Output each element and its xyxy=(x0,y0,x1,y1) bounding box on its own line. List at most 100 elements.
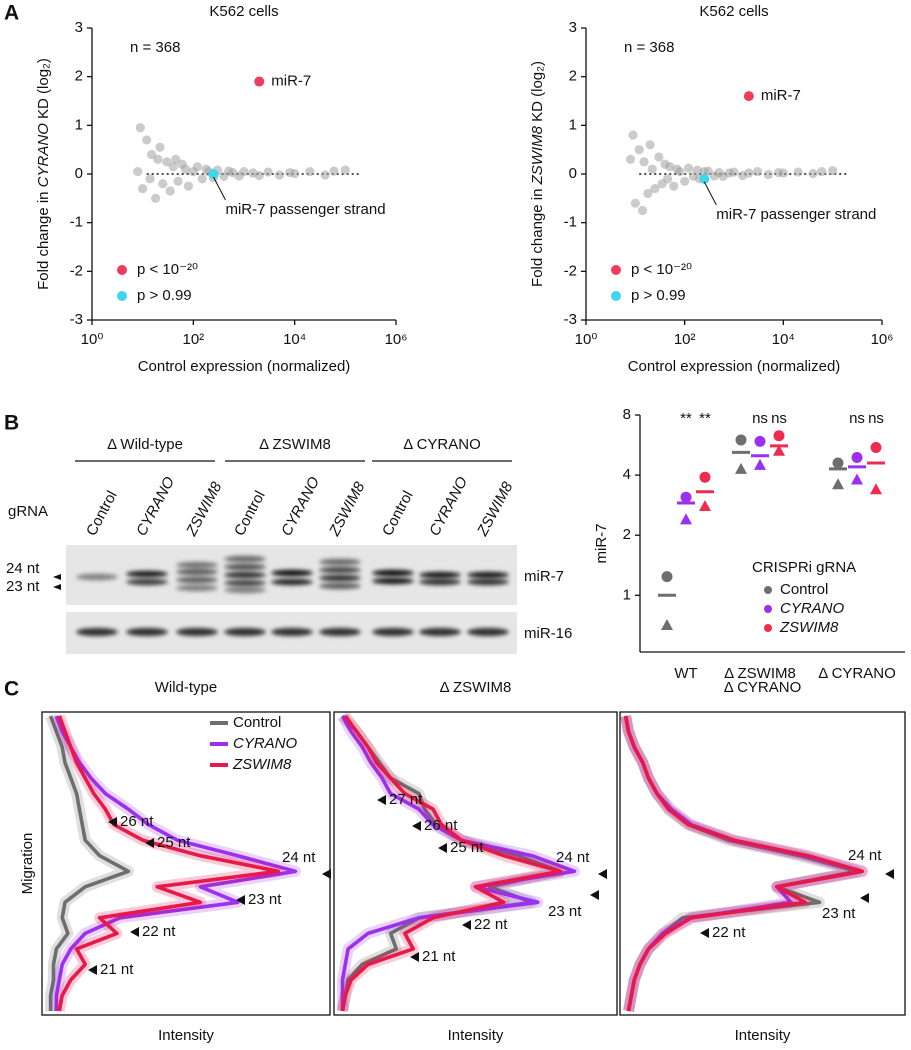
band-label: 23 nt xyxy=(248,891,282,908)
legend-swatch xyxy=(764,605,772,613)
gel-band xyxy=(176,584,218,592)
band-arrow xyxy=(412,821,421,831)
point xyxy=(808,168,818,179)
legend-swatch xyxy=(764,586,772,594)
point xyxy=(630,198,640,208)
point xyxy=(662,174,673,184)
point xyxy=(683,163,694,173)
legend-label: Control xyxy=(233,714,281,731)
point xyxy=(239,166,249,177)
gel-band xyxy=(319,558,361,566)
significance-label: ** xyxy=(680,410,692,427)
y-axis-label: Fold change in CYRANO KD (log₂) xyxy=(35,58,52,290)
point xyxy=(703,166,713,176)
band-label: 27 nt xyxy=(389,791,423,808)
point xyxy=(151,193,161,203)
gel-band xyxy=(372,569,414,577)
trace-line xyxy=(340,714,563,1012)
x-tick-label: 10² xyxy=(182,331,204,348)
band-arrow xyxy=(885,869,894,879)
gel-band xyxy=(76,628,118,636)
replicate-point xyxy=(680,513,692,525)
legend-label: CYRANO xyxy=(233,735,298,752)
band-label: 21 nt xyxy=(422,948,456,965)
gel-band xyxy=(224,586,266,594)
gel-band xyxy=(319,582,361,590)
band-arrow xyxy=(700,928,709,938)
band-label: 24 nt xyxy=(848,847,882,864)
panel-label: A xyxy=(4,2,19,25)
band-label: 26 nt xyxy=(424,817,458,834)
legend-label: p < 10⁻²⁰ xyxy=(631,261,692,278)
y-axis-label-part: KD (log₂) xyxy=(35,58,52,123)
band-label: 23 nt xyxy=(548,903,582,920)
legend-swatch xyxy=(117,265,127,275)
highlight-point xyxy=(699,173,710,184)
y-tick-label: -3 xyxy=(564,311,577,328)
gel-band xyxy=(224,555,266,563)
gel-band xyxy=(126,628,168,636)
gel-band xyxy=(271,578,313,586)
y-axis-label: miR-7 xyxy=(593,524,610,564)
gel-band xyxy=(224,628,266,636)
point xyxy=(692,165,702,175)
gel-band xyxy=(372,577,414,585)
gel-band xyxy=(176,628,218,636)
band-arrow xyxy=(860,893,869,903)
point xyxy=(180,164,191,174)
gel-band xyxy=(319,574,361,582)
gel-band xyxy=(76,573,118,581)
point xyxy=(274,170,285,180)
point xyxy=(675,166,685,177)
point xyxy=(654,152,664,162)
replicate-point xyxy=(699,500,711,512)
band-arrow xyxy=(462,920,471,930)
point xyxy=(340,165,350,175)
replicate-point xyxy=(773,430,785,442)
chart-title: K562 cells xyxy=(209,3,278,20)
replicate-point xyxy=(851,452,863,464)
legend-label: CYRANO xyxy=(780,600,845,617)
point xyxy=(165,186,175,196)
point xyxy=(146,149,157,160)
replicate-point xyxy=(832,478,844,490)
point xyxy=(263,167,273,177)
point xyxy=(173,176,183,186)
y-tick-label: 0 xyxy=(75,165,83,182)
gel-band xyxy=(319,566,361,574)
gel-band xyxy=(176,568,218,576)
band-arrow xyxy=(438,843,447,853)
y-axis-label-part: KD (log₂) xyxy=(529,61,546,126)
point xyxy=(329,166,339,176)
x-tick-label: 10⁶ xyxy=(385,331,408,348)
point xyxy=(665,162,675,172)
gel-band xyxy=(176,561,218,569)
legend-title: CRISPRi gRNA xyxy=(752,559,856,576)
point xyxy=(158,179,168,189)
replicate-point xyxy=(754,458,766,470)
gel-band xyxy=(419,571,461,579)
significance-label: ** xyxy=(699,410,711,427)
point xyxy=(168,162,178,172)
replicate-point xyxy=(773,444,785,456)
point xyxy=(171,154,181,164)
y-tick-label: 3 xyxy=(569,19,577,36)
x-tick-label: Δ CYRANO xyxy=(818,665,896,682)
point xyxy=(763,169,774,180)
trace-line xyxy=(340,715,577,1011)
size-marker: 24 nt xyxy=(6,560,40,577)
y-tick-label: -1 xyxy=(70,214,83,231)
gel-band xyxy=(467,578,509,586)
y-tick-label: 2 xyxy=(623,526,631,543)
point xyxy=(680,176,690,186)
y-tick-label: 8 xyxy=(623,406,631,423)
point xyxy=(628,130,638,140)
band-label: 21 nt xyxy=(100,961,134,978)
band-arrow xyxy=(236,895,245,905)
band-arrow xyxy=(590,890,599,900)
legend-label: p > 0.99 xyxy=(137,287,192,304)
point xyxy=(752,166,763,177)
significance-label: ns xyxy=(868,410,884,427)
x-axis-label: Control expression (normalized) xyxy=(628,358,841,375)
replicate-point xyxy=(735,462,747,474)
